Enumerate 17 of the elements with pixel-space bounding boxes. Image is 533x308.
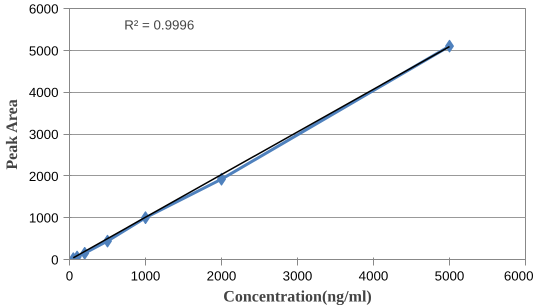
x-tick-label: 0 <box>66 268 74 284</box>
y-tick-label: 4000 <box>28 85 59 100</box>
x-tick-label: 6000 <box>504 268 533 284</box>
x-tick-label: 4000 <box>358 268 388 284</box>
x-tick-label: 3000 <box>282 268 312 284</box>
y-tick-label: 2000 <box>28 168 59 184</box>
y-tick-label: 6000 <box>28 2 59 16</box>
y-axis-title: Peak Area <box>4 99 21 170</box>
x-tick-label: 1000 <box>130 268 160 284</box>
x-axis-title: Concentration(ng/ml) <box>223 288 372 306</box>
y-tick-label: 0 <box>51 252 59 268</box>
x-tick-label: 2000 <box>206 268 236 284</box>
x-tick-label: 5000 <box>434 268 464 284</box>
y-tick-label: 3000 <box>28 127 59 142</box>
y-tick-label: 1000 <box>28 210 59 226</box>
annotation: R² = 0.9996 <box>124 17 194 32</box>
y-tick-label: 5000 <box>28 43 59 58</box>
